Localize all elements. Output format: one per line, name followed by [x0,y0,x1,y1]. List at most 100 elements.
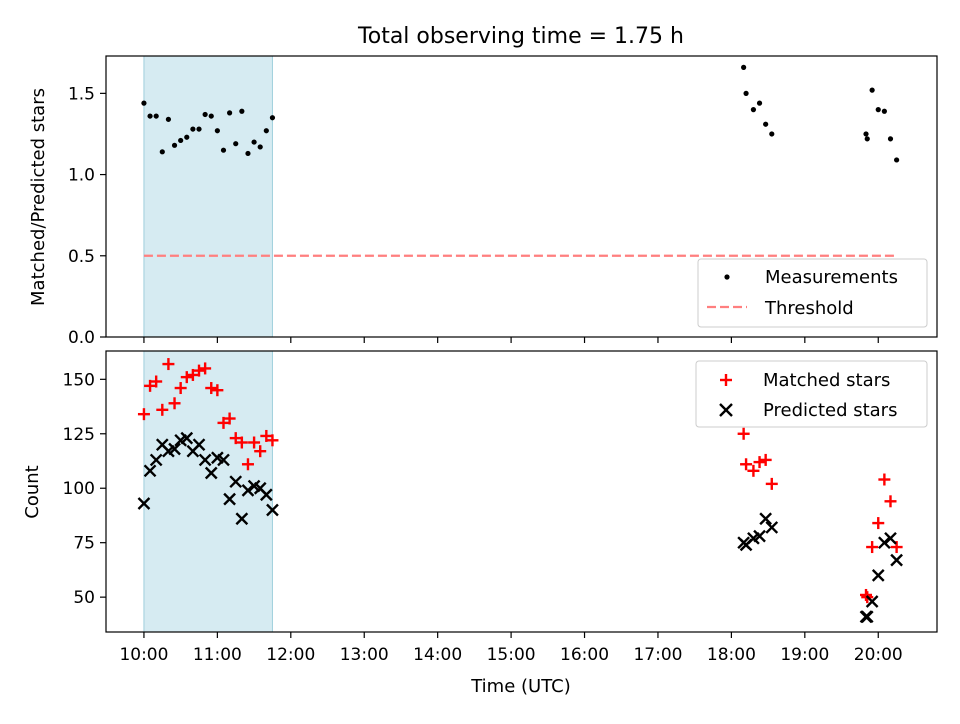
predicted-star-point [865,595,879,608]
y-tick-label: 1.0 [68,166,95,186]
x-tick-label: 15:00 [487,645,536,665]
y-tick-label: 100 [63,479,95,499]
matched-star-point [223,412,236,425]
y-tick-label: 0.5 [68,247,95,267]
top-legend: Measurements Threshold [697,258,928,328]
measurement-point [208,113,214,119]
x-axis-label: Time (UTC) [470,676,571,697]
matched-star-point [205,382,218,395]
bottom-legend-frame [695,360,928,428]
legend-measurements-marker [724,274,730,280]
predicted-star-point [878,536,891,550]
legend-predicted-marker [719,403,733,417]
predicted-star-point [143,464,157,478]
matched-star-point [248,436,261,449]
matched-star-point [266,434,279,447]
predicted-star-point [198,453,212,467]
matched-star-point [180,371,193,384]
measurement-point [245,150,251,157]
measurement-point [184,134,190,140]
y-tick-label: 75 [73,534,95,554]
x-tick-label: 18:00 [707,645,756,665]
measurement-point [251,139,257,145]
matched-star-point [211,384,224,397]
x-tick-label: 14:00 [413,645,462,665]
measurement-point [220,147,227,153]
measurement-point [214,128,220,134]
matched-star-point [137,408,150,421]
measurement-point [869,87,875,93]
measurement-point [202,111,208,118]
top-axes-frame [105,55,938,338]
matched-star-point [254,445,267,458]
x-tick-label: 16:00 [560,645,609,665]
measurement-point [875,107,881,113]
matched-star-point [737,427,750,440]
matched-star-point [260,429,273,442]
y-tick-label: 125 [63,425,95,445]
matched-star-point [884,495,897,508]
measurement-point [763,121,769,127]
predicted-star-point [168,442,181,456]
x-tick-label: 17:00 [633,645,682,665]
bottom-legend: Matched stars Predicted stars [695,360,928,428]
measurement-point [239,108,245,114]
predicted-star-point [765,521,779,534]
measurement-point [159,149,165,155]
bottom-x-axis: 10:00 11:00 12:00 13:00 14:00 15:00 16:00 17:00… [119,632,903,665]
measurement-point [153,113,159,119]
top-legend-frame [697,258,928,328]
measurement-point [881,108,887,114]
matched-star-point [193,364,206,377]
measurement-point [756,100,763,106]
measurement-point [887,136,894,142]
x-tick-label: 12:00 [266,645,315,665]
legend-measurements-label: Measurements [765,267,898,288]
y-tick-label: 150 [63,370,95,390]
matched-star-point [866,541,879,554]
measurement-point [863,131,869,137]
legend-threshold-label: Threshold [764,298,854,319]
matched-star-point [759,453,772,466]
measurement-point [269,115,276,121]
matched-star-point [199,362,212,375]
measurement-point [227,110,233,116]
predicted-star-point [241,484,255,497]
measurement-point [257,144,263,150]
predicted-star-point [871,569,885,582]
y-tick-label: 1.5 [68,84,95,104]
y-tick-label: 50 [73,588,95,608]
top-x-ticks [143,337,879,343]
predicted-star-point [204,466,218,480]
predicted-star-point [137,497,151,510]
matched-star-point [229,432,242,445]
x-tick-label: 10:00 [119,645,168,665]
bottom-axes-frame [105,350,938,633]
legend-matched-marker [720,374,732,386]
x-tick-label: 20:00 [854,645,903,665]
top-ylabel: Matched/Predicted stars [28,88,49,306]
matched-star-point [162,358,175,371]
measurement-point [864,136,870,142]
bottom-shaded-interval [143,350,273,633]
measurements-series [141,64,900,163]
measurement-point [233,141,239,147]
predicted-star-point [223,492,236,506]
predicted-star-point [259,488,273,502]
predicted-star-point [753,529,766,543]
bottom-ylabel: Count [22,465,43,518]
predicted-star-point [266,503,279,517]
predicted-star-point [217,453,230,467]
measurement-point [196,126,202,132]
predicted-star-point [180,431,194,445]
matched-star-point [235,436,248,449]
matched-star-point [860,588,873,601]
predicted-star-point [229,475,243,489]
predicted-star-point [192,438,206,452]
measurement-point [178,137,184,144]
measurement-point [741,64,747,70]
measurement-point [165,116,172,122]
legend-matched-label: Matched stars [763,370,890,391]
